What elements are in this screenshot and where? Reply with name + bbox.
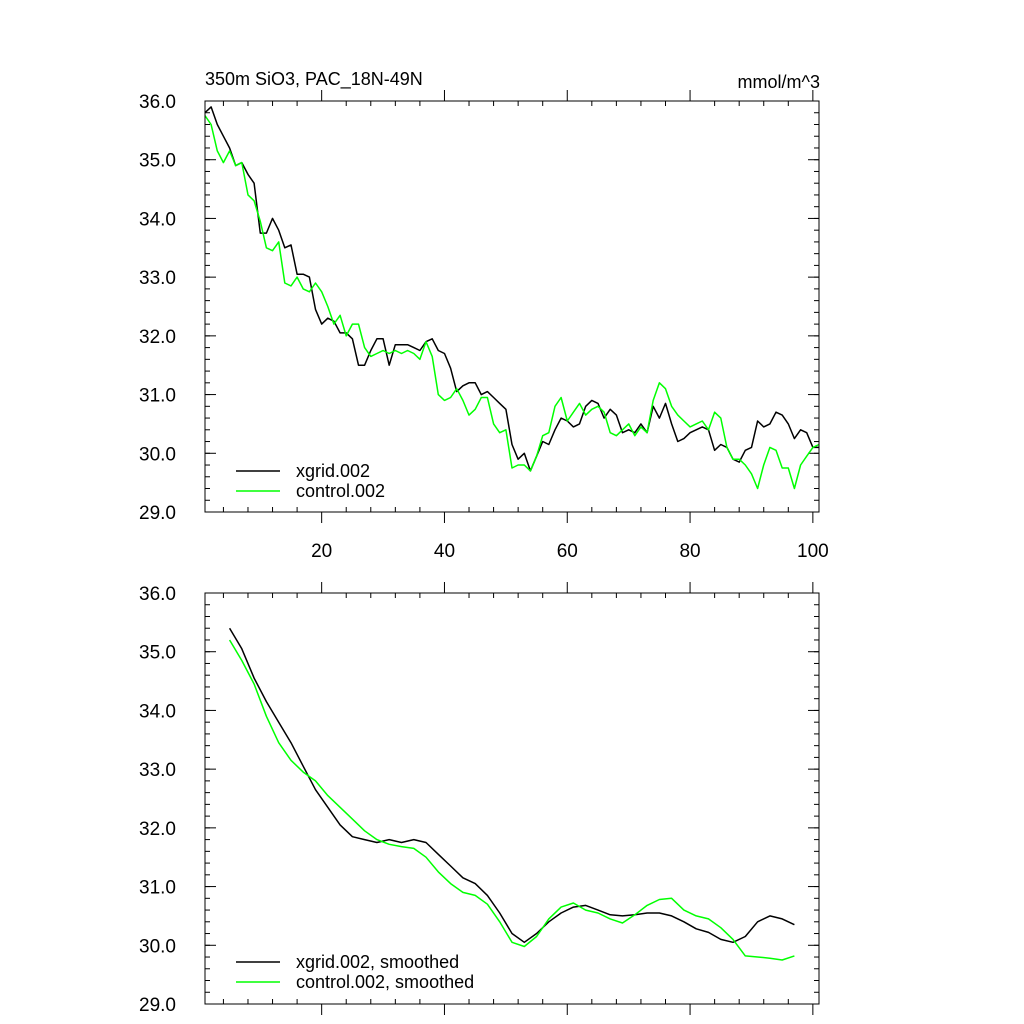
x-tick-label: 100: [797, 541, 829, 562]
y-tick-label: 36.0: [139, 584, 176, 605]
x-tick-label: 60: [557, 541, 578, 562]
series-line-xgrid-002: [204, 106, 819, 472]
y-tick-label: 30.0: [139, 936, 176, 957]
series-line-control-002: [204, 115, 820, 490]
y-tick-label: 35.0: [139, 151, 176, 172]
y-tick-label: 34.0: [139, 701, 176, 722]
bottom-panel-ticks: 29.0 30.0 31.0 32.0 33.0 34.0 35.0 36.0: [139, 582, 819, 1016]
top-panel-title: 350m SiO3, PAC_18N-49N: [205, 69, 423, 90]
top-panel-legend: xgrid.002 control.002: [236, 461, 385, 501]
y-tick-label: 35.0: [139, 643, 176, 664]
y-tick-label: 31.0: [139, 878, 176, 899]
series-line-xgrid-002-smoothed: [228, 627, 795, 944]
y-tick-label: 30.0: [139, 444, 176, 465]
legend-label-control-smoothed: control.002, smoothed: [296, 972, 474, 992]
top-panel-frame: [204, 100, 820, 513]
y-tick-label: 32.0: [139, 819, 176, 840]
y-tick-label: 36.0: [139, 92, 176, 113]
legend-label-xgrid-smoothed: xgrid.002, smoothed: [296, 952, 459, 972]
y-tick-label: 34.0: [139, 209, 176, 230]
y-tick-label: 33.0: [139, 760, 176, 781]
y-tick-label: 29.0: [139, 995, 176, 1016]
units-label: mmol/m^3: [738, 72, 820, 92]
bottom-panel-series: [228, 627, 795, 961]
y-tick-label: 33.0: [139, 268, 176, 289]
y-tick-label: 32.0: [139, 327, 176, 348]
bottom-panel: 29.0 30.0 31.0 32.0 33.0 34.0 35.0 36.0 xgrid.0…: [139, 582, 820, 1016]
y-tick-label: 31.0: [139, 386, 176, 407]
y-tick-label: 29.0: [139, 503, 176, 524]
x-tick-label: 40: [434, 541, 455, 562]
top-panel: 350m SiO3, PAC_18N-49N mmol/m^3 29.0 30.0…: [139, 69, 829, 562]
legend-label-xgrid: xgrid.002: [296, 461, 370, 481]
series-line-control-002-smoothed: [228, 639, 795, 961]
bottom-panel-legend: xgrid.002, smoothed control.002, smoothe…: [236, 952, 474, 992]
x-tick-label: 20: [311, 541, 332, 562]
bottom-panel-frame: [204, 592, 820, 1005]
x-tick-label: 80: [679, 541, 700, 562]
top-panel-series: [204, 106, 820, 490]
top-panel-ticks: 29.0 30.0 31.0 32.0 33.0 34.0 35.0 36.0 20 40 60 80…: [139, 90, 829, 562]
legend-label-control: control.002: [296, 481, 385, 501]
